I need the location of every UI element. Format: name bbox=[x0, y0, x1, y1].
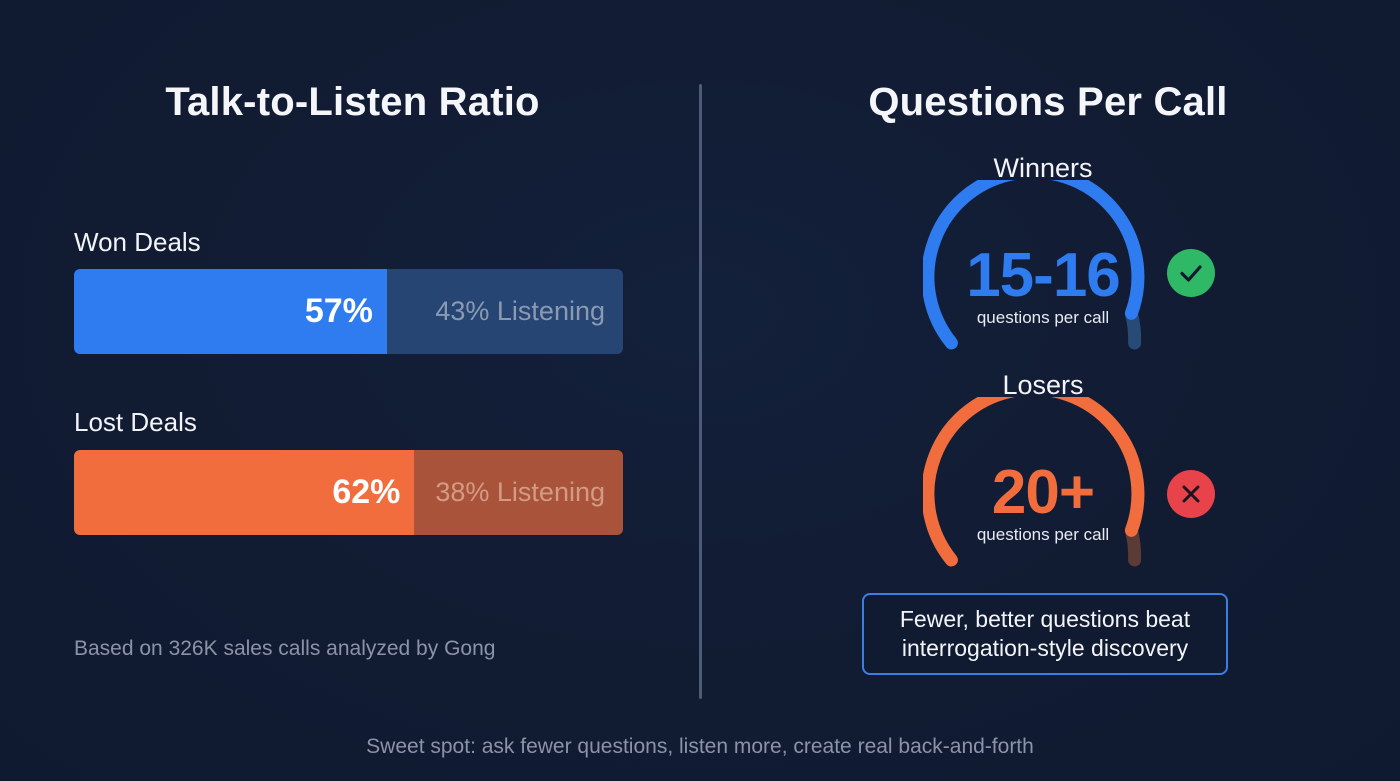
winners-label: Winners bbox=[993, 153, 1093, 183]
check-icon bbox=[1167, 249, 1215, 297]
won-deals-label: Won Deals bbox=[74, 227, 201, 257]
panel-divider bbox=[699, 84, 702, 699]
callout-line-2: interrogation-style discovery bbox=[901, 635, 1189, 661]
insight-callout: Fewer, better questions beat interrogati… bbox=[862, 593, 1228, 675]
winners-arc bbox=[923, 180, 1145, 350]
losers-gauge: 20+ questions per call bbox=[923, 397, 1163, 587]
questions-per-call-title: Questions Per Call bbox=[868, 80, 1228, 124]
lost-talk-segment: 62% bbox=[74, 450, 415, 535]
talk-listen-title: Talk-to-Listen Ratio bbox=[165, 80, 540, 124]
x-icon bbox=[1167, 470, 1215, 518]
winners-value: 15-16 bbox=[966, 241, 1121, 310]
won-talk-segment: 57% bbox=[74, 269, 387, 354]
source-footnote: Based on 326K sales calls analyzed by Go… bbox=[74, 637, 496, 660]
winners-gauge: 15-16 questions per call bbox=[923, 180, 1163, 370]
sweet-spot-note: Sweet spot: ask fewer questions, listen … bbox=[366, 735, 1034, 758]
losers-label: Losers bbox=[1002, 370, 1084, 400]
won-deals-bar: 57% 43% Listening bbox=[74, 269, 623, 354]
losers-arc bbox=[923, 397, 1145, 567]
losers-subtitle: questions per call bbox=[976, 525, 1110, 544]
lost-listen-segment: 38% Listening bbox=[414, 450, 623, 535]
lost-deals-bar: 62% 38% Listening bbox=[74, 450, 623, 535]
callout-line-1: Fewer, better questions beat bbox=[899, 606, 1191, 632]
lost-deals-label: Lost Deals bbox=[74, 407, 197, 437]
losers-value: 20+ bbox=[991, 458, 1095, 527]
won-listen-segment: 43% Listening bbox=[386, 269, 623, 354]
winners-subtitle: questions per call bbox=[976, 308, 1110, 327]
